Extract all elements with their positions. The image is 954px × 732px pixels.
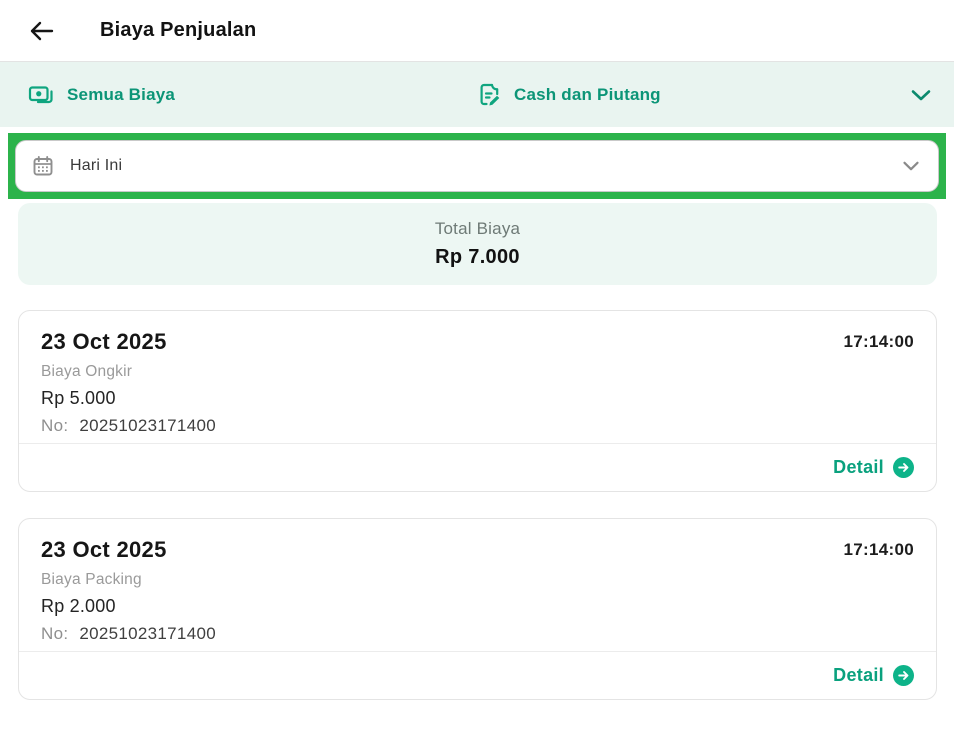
- filter-bar: Semua Biaya Cash dan Piutang: [0, 62, 954, 127]
- filter-expense-type[interactable]: Semua Biaya: [28, 83, 477, 107]
- expense-card-body: 23 Oct 2025 17:14:00 Biaya Packing Rp 2.…: [19, 519, 936, 651]
- expense-date: 23 Oct 2025: [41, 537, 167, 562]
- arrow-right-circle-icon: [893, 665, 914, 686]
- expense-number-label: No:: [41, 624, 69, 643]
- back-button[interactable]: [24, 14, 58, 48]
- chevron-down-icon[interactable]: [910, 88, 932, 102]
- money-icon: [28, 83, 55, 107]
- expense-amount: Rp 5.000: [41, 388, 116, 408]
- calendar-icon: [32, 155, 54, 177]
- chevron-down-icon: [902, 160, 920, 172]
- filter-payment-type[interactable]: Cash dan Piutang: [477, 82, 926, 108]
- expense-time: 17:14:00: [843, 332, 914, 351]
- expense-time: 17:14:00: [843, 540, 914, 559]
- expense-number-row: No: 20251023171400: [41, 624, 914, 644]
- arrow-left-icon: [28, 19, 54, 43]
- total-biaya-value: Rp 7.000: [435, 246, 520, 268]
- expense-number-value: 20251023171400: [79, 416, 216, 435]
- expense-card: 23 Oct 2025 17:14:00 Biaya Ongkir Rp 5.0…: [18, 310, 937, 492]
- expense-category: Biaya Ongkir: [41, 363, 133, 380]
- expense-category: Biaya Packing: [41, 571, 142, 588]
- date-filter-value: Hari Ini: [70, 157, 123, 174]
- detail-label: Detail: [833, 665, 884, 685]
- expense-amount: Rp 2.000: [41, 596, 116, 616]
- expense-card-top-row: 23 Oct 2025 17:14:00: [41, 537, 914, 563]
- expense-number-row: No: 20251023171400: [41, 416, 914, 436]
- date-filter-select[interactable]: Hari Ini: [15, 140, 939, 192]
- detail-label: Detail: [833, 457, 884, 477]
- expense-number-label: No:: [41, 416, 69, 435]
- expense-card-footer: Detail: [19, 443, 936, 491]
- filter-payment-type-label: Cash dan Piutang: [514, 84, 661, 104]
- expense-card-footer: Detail: [19, 651, 936, 699]
- detail-button[interactable]: Detail: [833, 457, 914, 478]
- page-title: Biaya Penjualan: [100, 19, 257, 41]
- expense-card-body: 23 Oct 2025 17:14:00 Biaya Ongkir Rp 5.0…: [19, 311, 936, 443]
- header: Biaya Penjualan: [0, 0, 954, 62]
- detail-button[interactable]: Detail: [833, 665, 914, 686]
- date-filter-highlight: Hari Ini: [8, 133, 946, 199]
- filter-expense-type-label: Semua Biaya: [67, 84, 176, 104]
- total-biaya-label: Total Biaya: [434, 219, 521, 238]
- expense-card: 23 Oct 2025 17:14:00 Biaya Packing Rp 2.…: [18, 518, 937, 700]
- total-biaya-card: Total Biaya Rp 7.000: [18, 203, 937, 285]
- arrow-right-circle-icon: [893, 457, 914, 478]
- expense-number-value: 20251023171400: [79, 624, 216, 643]
- expense-date: 23 Oct 2025: [41, 329, 167, 354]
- expense-card-top-row: 23 Oct 2025 17:14:00: [41, 329, 914, 355]
- note-edit-icon: [477, 82, 502, 108]
